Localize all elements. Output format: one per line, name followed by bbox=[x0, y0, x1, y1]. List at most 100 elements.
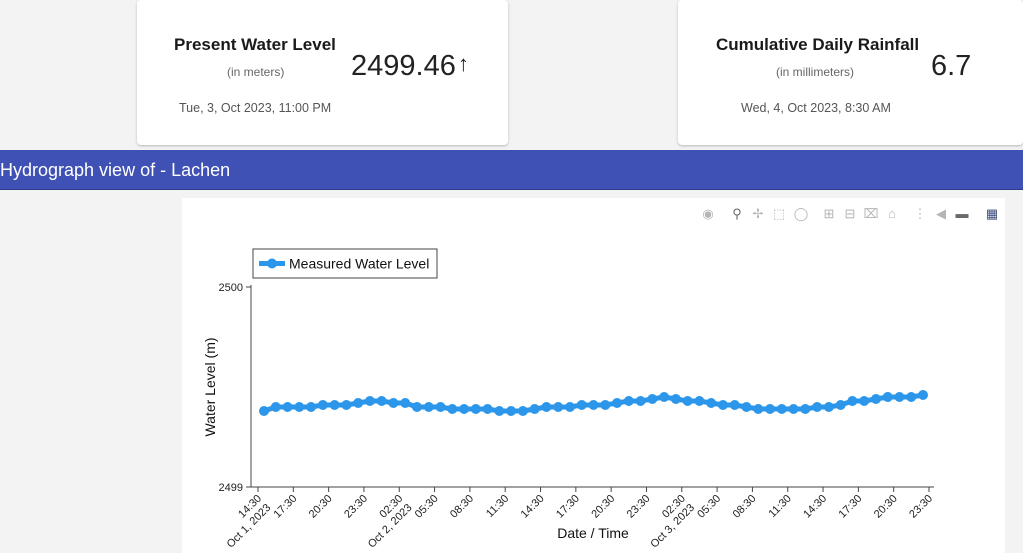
hover-compare-icon[interactable]: ▬ bbox=[955, 206, 969, 221]
hover-closest-icon[interactable]: ◀ bbox=[936, 206, 946, 221]
data-point[interactable] bbox=[812, 402, 823, 412]
data-point[interactable] bbox=[870, 394, 881, 404]
data-point[interactable] bbox=[835, 400, 846, 410]
box-select-icon[interactable]: ⬚ bbox=[772, 206, 786, 221]
data-point[interactable] bbox=[729, 400, 740, 410]
data-point[interactable] bbox=[823, 402, 834, 412]
data-point[interactable] bbox=[765, 404, 776, 414]
x-tick-label: 20:30 bbox=[307, 493, 335, 521]
x-tick-label-line: 14:30 bbox=[801, 493, 829, 521]
data-point[interactable] bbox=[706, 398, 717, 408]
data-point[interactable] bbox=[400, 398, 411, 408]
data-point[interactable] bbox=[647, 394, 658, 404]
spike-lines-icon[interactable]: ⋮ bbox=[913, 206, 927, 221]
y-tick-label: 2500 bbox=[219, 282, 243, 294]
zoom-out-icon[interactable]: ⊟ bbox=[844, 206, 856, 221]
x-tick-label-line: 17:30 bbox=[837, 493, 865, 521]
x-tick-label-line: 23:30 bbox=[907, 493, 935, 521]
x-tick-label-line: 14:30 bbox=[519, 493, 547, 521]
data-point[interactable] bbox=[364, 396, 375, 406]
data-point[interactable] bbox=[494, 406, 505, 416]
data-point[interactable] bbox=[447, 404, 458, 414]
data-point[interactable] bbox=[788, 404, 799, 414]
rainfall-card: Cumulative Daily Rainfall (in millimeter… bbox=[678, 0, 1023, 145]
data-point[interactable] bbox=[682, 396, 693, 406]
x-tick-label-line: 17:30 bbox=[554, 493, 582, 521]
reset-axes-icon[interactable]: ⌂ bbox=[888, 206, 896, 221]
data-point[interactable] bbox=[800, 404, 811, 414]
data-point[interactable] bbox=[741, 402, 752, 412]
data-point[interactable] bbox=[588, 400, 599, 410]
data-point[interactable] bbox=[376, 396, 387, 406]
data-point[interactable] bbox=[482, 404, 493, 414]
x-tick-label: 17:30 bbox=[271, 493, 299, 521]
data-point[interactable] bbox=[564, 402, 575, 412]
data-point[interactable] bbox=[776, 404, 787, 414]
data-point[interactable] bbox=[529, 404, 540, 414]
data-point[interactable] bbox=[341, 400, 352, 410]
card-unit: (in millimeters) bbox=[776, 65, 854, 79]
legend-entry-label: Measured Water Level bbox=[289, 256, 429, 272]
data-point[interactable] bbox=[576, 400, 587, 410]
autoscale-icon[interactable]: ⌧ bbox=[863, 206, 879, 221]
data-point[interactable] bbox=[353, 398, 364, 408]
data-point[interactable] bbox=[894, 392, 905, 402]
data-point[interactable] bbox=[435, 402, 446, 412]
data-point[interactable] bbox=[847, 396, 858, 406]
data-point[interactable] bbox=[259, 406, 269, 416]
y-axis-title: Water Level (m) bbox=[202, 337, 218, 436]
data-point[interactable] bbox=[294, 402, 305, 412]
data-point[interactable] bbox=[329, 400, 340, 410]
data-point[interactable] bbox=[918, 390, 928, 400]
x-tick-label: 23:30 bbox=[907, 493, 935, 521]
card-timestamp: Tue, 3, Oct 2023, 11:00 PM bbox=[179, 101, 332, 115]
x-tick-label-line: 20:30 bbox=[872, 493, 900, 521]
camera-icon[interactable]: ◉ bbox=[702, 206, 714, 221]
data-point[interactable] bbox=[282, 402, 293, 412]
zoom-in-icon[interactable]: ⊞ bbox=[823, 206, 835, 221]
data-point[interactable] bbox=[506, 406, 517, 416]
legend-swatch-marker bbox=[267, 258, 277, 269]
x-tick-label: 20:30 bbox=[589, 493, 617, 521]
x-tick-label-line: 11:30 bbox=[484, 493, 511, 520]
x-tick-label: 08:30 bbox=[448, 493, 476, 521]
x-tick-label: 23:30 bbox=[625, 493, 653, 521]
zoom-icon[interactable]: ⚲ bbox=[732, 206, 742, 221]
data-point[interactable] bbox=[623, 396, 634, 406]
x-tick-label: 23:30 bbox=[342, 493, 370, 521]
data-point[interactable] bbox=[517, 406, 528, 416]
data-point[interactable] bbox=[553, 402, 564, 412]
water-level-card: Present Water Level (in meters) 2499.46↑… bbox=[137, 0, 508, 145]
data-point[interactable] bbox=[659, 392, 670, 402]
data-point[interactable] bbox=[882, 392, 893, 402]
data-point[interactable] bbox=[306, 402, 317, 412]
pan-icon[interactable]: ✢ bbox=[752, 206, 764, 221]
data-point[interactable] bbox=[612, 398, 623, 408]
data-point[interactable] bbox=[423, 402, 434, 412]
data-point[interactable] bbox=[635, 396, 646, 406]
lasso-select-icon[interactable]: ◯ bbox=[793, 206, 809, 221]
x-tick-label-line: 17:30 bbox=[271, 493, 299, 521]
data-point[interactable] bbox=[541, 402, 552, 412]
data-point[interactable] bbox=[459, 404, 470, 414]
data-point[interactable] bbox=[694, 396, 705, 406]
data-point[interactable] bbox=[270, 402, 281, 412]
data-point[interactable] bbox=[670, 394, 681, 404]
data-point[interactable] bbox=[717, 400, 728, 410]
data-point[interactable] bbox=[317, 400, 328, 410]
x-tick-label: 14:30Oct 1, 2023 bbox=[215, 493, 273, 551]
data-point[interactable] bbox=[600, 400, 611, 410]
data-point[interactable] bbox=[906, 392, 917, 402]
water-level-value: 2499.46↑ bbox=[351, 50, 469, 83]
x-tick-label-line: 11:30 bbox=[766, 493, 793, 520]
legend[interactable]: Measured Water Level bbox=[252, 248, 438, 279]
arrow-up-icon: ↑ bbox=[457, 51, 469, 76]
x-tick-label: 14:30 bbox=[519, 493, 547, 521]
data-point[interactable] bbox=[388, 398, 399, 408]
data-point[interactable] bbox=[859, 396, 870, 406]
data-point[interactable] bbox=[411, 402, 422, 412]
data-point[interactable] bbox=[753, 404, 764, 414]
plotly-logo-icon[interactable]: ▦ bbox=[985, 206, 999, 221]
data-point[interactable] bbox=[470, 404, 481, 414]
x-tick-label-line: 23:30 bbox=[342, 493, 370, 521]
